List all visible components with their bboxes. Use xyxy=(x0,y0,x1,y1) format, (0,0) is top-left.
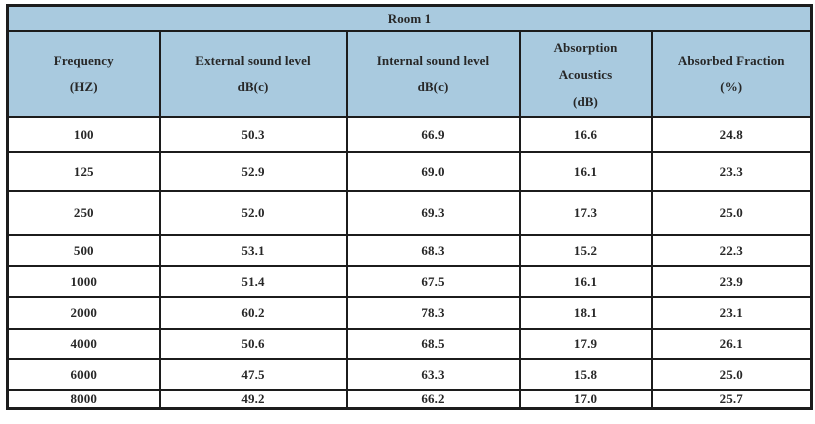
header-line: (%) xyxy=(720,79,743,94)
frequency-cell: 2000 xyxy=(6,296,161,330)
absorption-cell: 17.0 xyxy=(518,389,653,410)
frequency-cell: 1000 xyxy=(6,265,161,298)
table-row: 100 50.3 66.9 16.6 24.8 xyxy=(6,116,813,153)
header-line: Absorbed Fraction xyxy=(677,53,785,68)
frequency-cell: 100 xyxy=(6,116,161,153)
header-line: dB(c) xyxy=(237,79,269,94)
internal-level-cell: 78.3 xyxy=(345,296,521,330)
absorbed-fraction-cell: 23.1 xyxy=(650,296,813,330)
absorbed-fraction-cell: 25.0 xyxy=(650,358,813,391)
table-title-row: Room 1 xyxy=(6,4,813,32)
absorption-cell: 17.3 xyxy=(518,190,653,236)
external-level-cell: 53.1 xyxy=(158,234,348,267)
absorbed-fraction-cell: 26.1 xyxy=(650,328,813,360)
internal-level-cell: 69.3 xyxy=(345,190,521,236)
column-header-internal-sound-level: Internal sound level dB(c) xyxy=(345,30,521,118)
table-row: 2000 60.2 78.3 18.1 23.1 xyxy=(6,296,813,330)
header-line: Internal sound level xyxy=(376,53,490,68)
internal-level-cell: 69.0 xyxy=(345,151,521,192)
external-level-cell: 51.4 xyxy=(158,265,348,298)
table-row: 250 52.0 69.3 17.3 25.0 xyxy=(6,190,813,236)
frequency-cell: 500 xyxy=(6,234,161,267)
table-row: 500 53.1 68.3 15.2 22.3 xyxy=(6,234,813,267)
absorption-cell: 15.2 xyxy=(518,234,653,267)
absorption-cell: 17.9 xyxy=(518,328,653,360)
external-level-cell: 50.6 xyxy=(158,328,348,360)
frequency-cell: 8000 xyxy=(6,389,161,410)
absorption-cell: 18.1 xyxy=(518,296,653,330)
internal-level-cell: 63.3 xyxy=(345,358,521,391)
external-level-cell: 52.0 xyxy=(158,190,348,236)
table-row: 8000 49.2 66.2 17.0 25.7 xyxy=(6,389,813,410)
absorption-cell: 16.1 xyxy=(518,265,653,298)
table-row: 125 52.9 69.0 16.1 23.3 xyxy=(6,151,813,192)
frequency-cell: 250 xyxy=(6,190,161,236)
column-header-absorbed-fraction: Absorbed Fraction (%) xyxy=(650,30,813,118)
header-line: dB(c) xyxy=(417,79,449,94)
absorbed-fraction-cell: 23.9 xyxy=(650,265,813,298)
absorption-cell: 16.6 xyxy=(518,116,653,153)
room1-data-table: Room 1 Frequency (HZ) External sound lev… xyxy=(6,4,814,410)
column-header-external-sound-level: External sound level dB(c) xyxy=(158,30,348,118)
header-line: Frequency xyxy=(53,53,114,68)
external-level-cell: 60.2 xyxy=(158,296,348,330)
absorbed-fraction-cell: 22.3 xyxy=(650,234,813,267)
header-line: External sound level xyxy=(195,53,311,68)
frequency-cell: 6000 xyxy=(6,358,161,391)
external-level-cell: 49.2 xyxy=(158,389,348,410)
table-title: Room 1 xyxy=(6,4,813,32)
absorbed-fraction-cell: 25.7 xyxy=(650,389,813,410)
absorbed-fraction-cell: 24.8 xyxy=(650,116,813,153)
external-level-cell: 50.3 xyxy=(158,116,348,153)
header-line: (dB) xyxy=(573,93,598,109)
absorbed-fraction-cell: 25.0 xyxy=(650,190,813,236)
header-line: Acoustics xyxy=(558,66,613,82)
internal-level-cell: 66.2 xyxy=(345,389,521,410)
header-line: (HZ) xyxy=(69,79,98,94)
frequency-cell: 4000 xyxy=(6,328,161,360)
external-level-cell: 47.5 xyxy=(158,358,348,391)
internal-level-cell: 68.5 xyxy=(345,328,521,360)
external-level-cell: 52.9 xyxy=(158,151,348,192)
column-header-absorption-acoustics: Absorption Acoustics (dB) xyxy=(518,30,653,118)
table-row: 1000 51.4 67.5 16.1 23.9 xyxy=(6,265,813,298)
frequency-cell: 125 xyxy=(6,151,161,192)
column-header-frequency: Frequency (HZ) xyxy=(6,30,161,118)
absorption-cell: 15.8 xyxy=(518,358,653,391)
absorption-cell: 16.1 xyxy=(518,151,653,192)
header-line: Absorption xyxy=(553,39,618,55)
table-row: 6000 47.5 63.3 15.8 25.0 xyxy=(6,358,813,391)
internal-level-cell: 68.3 xyxy=(345,234,521,267)
table-header-row: Frequency (HZ) External sound level dB(c… xyxy=(6,30,813,118)
table-row: 4000 50.6 68.5 17.9 26.1 xyxy=(6,328,813,360)
internal-level-cell: 67.5 xyxy=(345,265,521,298)
absorbed-fraction-cell: 23.3 xyxy=(650,151,813,192)
internal-level-cell: 66.9 xyxy=(345,116,521,153)
